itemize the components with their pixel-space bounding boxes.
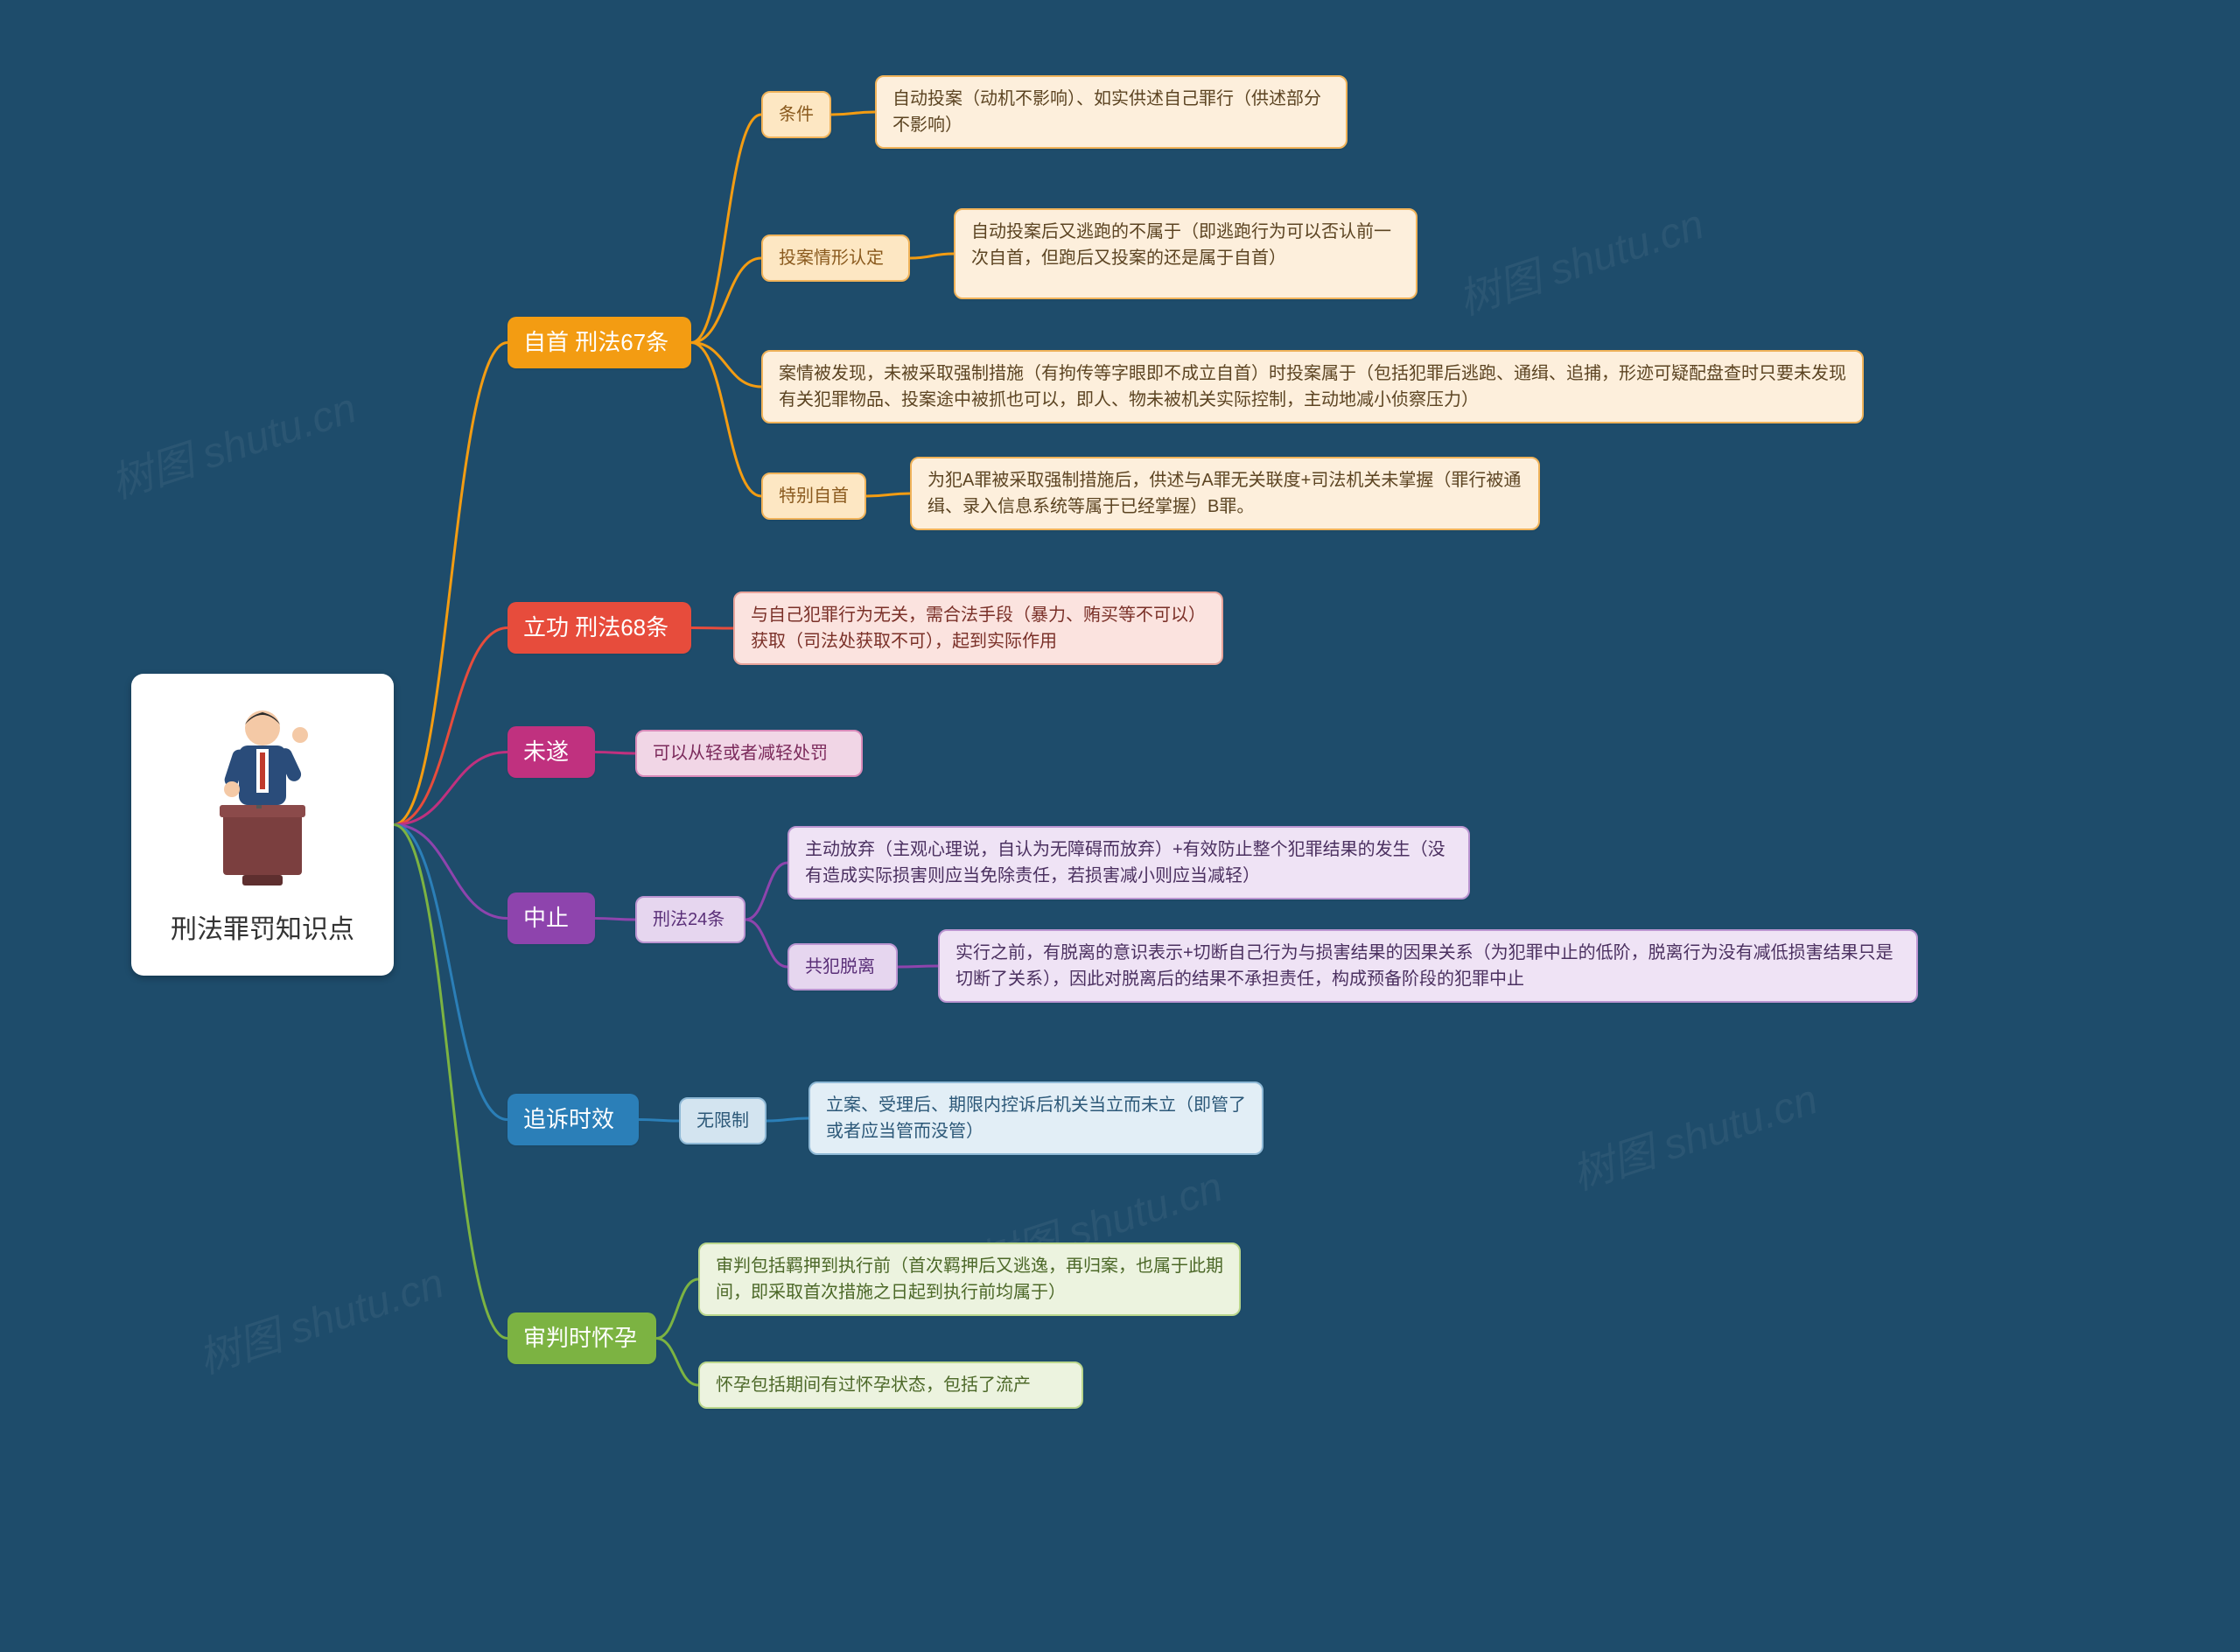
mindmap-node[interactable]: 案情被发现，未被采取强制措施（有拘传等字眼即不成立自首）时投案属于（包括犯罪后逃… [761, 350, 1864, 424]
mindmap-node[interactable]: 怀孕包括期间有过怀孕状态，包括了流产 [698, 1362, 1083, 1409]
mindmap-node[interactable]: 主动放弃（主观心理说，自认为无障碍而放弃）+有效防止整个犯罪结果的发生（没有造成… [788, 826, 1470, 900]
mindmap-node[interactable]: 中止 [508, 892, 595, 944]
mindmap-node[interactable]: 特别自首 [761, 472, 866, 520]
mindmap-node[interactable]: 审判包括羁押到执行前（首次羁押后又逃逸，再归案，也属于此期间，即采取首次措施之日… [698, 1242, 1241, 1316]
mindmap-node[interactable]: 与自己犯罪行为无关，需合法手段（暴力、贿买等不可以）获取（司法处获取不可），起到… [733, 592, 1223, 665]
mindmap-node[interactable]: 自首 刑法67条 [508, 317, 691, 368]
root-title: 刑法罪罚知识点 [166, 910, 359, 949]
mindmap-node[interactable]: 实行之前，有脱离的意识表示+切断自己行为与损害结果的因果关系（为犯罪中止的低阶，… [938, 929, 1918, 1003]
mindmap-node[interactable]: 追诉时效 [508, 1094, 639, 1145]
mindmap-node[interactable]: 投案情形认定 [761, 234, 910, 282]
mindmap-node[interactable]: 为犯A罪被采取强制措施后，供述与A罪无关联度+司法机关未掌握（罪行被通缉、录入信… [910, 457, 1540, 530]
mindmap-canvas: 树图 shutu.cn 树图 shutu.cn 树图 shutu.cn 树图 s… [0, 0, 2240, 1652]
watermark: 树图 shutu.cn [1563, 1065, 1824, 1201]
mindmap-node[interactable]: 共犯脱离 [788, 943, 898, 990]
watermark: 树图 shutu.cn [1449, 190, 1710, 326]
mindmap-node[interactable]: 可以从轻或者减轻处罚 [635, 730, 863, 777]
watermark: 树图 shutu.cn [189, 1249, 450, 1385]
mindmap-node[interactable]: 自动投案（动机不影响）、如实供述自己罪行（供述部分不影响） [875, 75, 1348, 149]
mindmap-node[interactable]: 立案、受理后、期限内控诉后机关当立而未立（即管了或者应当管而没管） [808, 1082, 1264, 1155]
watermark: 树图 shutu.cn [102, 374, 362, 510]
mindmap-node[interactable]: 条件 [761, 91, 831, 138]
mindmap-node[interactable]: 审判时怀孕 [508, 1312, 656, 1364]
mindmap-node[interactable]: 立功 刑法68条 [508, 602, 691, 654]
root-node[interactable]: 刑法罪罚知识点 [131, 674, 394, 976]
mindmap-node[interactable]: 未遂 [508, 726, 595, 778]
mindmap-node[interactable]: 刑法24条 [635, 896, 746, 943]
mindmap-node[interactable]: 自动投案后又逃跑的不属于（即逃跑行为可以否认前一次自首，但跑后又投案的还是属于自… [954, 208, 1418, 299]
mindmap-node[interactable]: 无限制 [679, 1097, 766, 1144]
speaker-icon [188, 700, 337, 892]
